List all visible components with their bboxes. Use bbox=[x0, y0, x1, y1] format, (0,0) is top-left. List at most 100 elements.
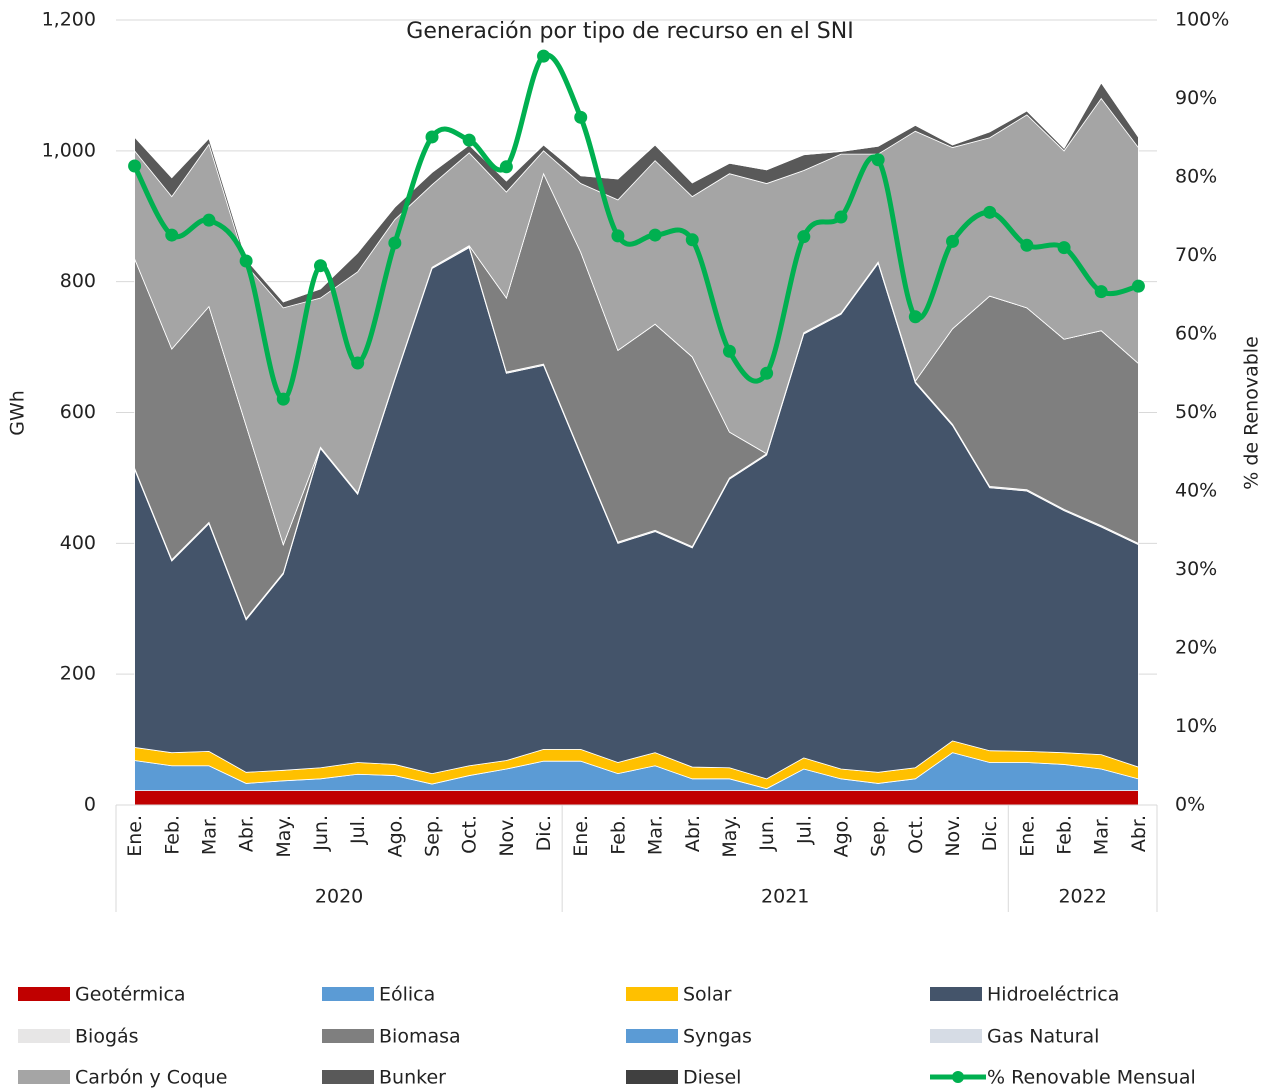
year-label: 2022 bbox=[1058, 886, 1106, 908]
y-tick-label: 1,200 bbox=[42, 9, 96, 31]
legend-label: % Renovable Mensual bbox=[987, 1067, 1196, 1089]
y2-tick-label: 20% bbox=[1175, 637, 1217, 659]
x-tick-label: Abr. bbox=[1128, 815, 1150, 852]
legend-swatch bbox=[18, 1070, 70, 1084]
x-tick-label: Jun. bbox=[310, 815, 332, 852]
line-point bbox=[313, 259, 327, 273]
line-point bbox=[760, 366, 774, 380]
area bbox=[134, 790, 1139, 806]
legend-swatch bbox=[322, 987, 374, 1001]
legend-label: Eólica bbox=[379, 984, 435, 1006]
x-tick-label: Nov. bbox=[942, 815, 964, 857]
x-tick-label: Mar. bbox=[645, 815, 667, 855]
y-tick-label: 600 bbox=[60, 401, 96, 423]
y2-tick-label: 70% bbox=[1175, 244, 1217, 266]
line-point bbox=[276, 392, 290, 406]
legend-swatch bbox=[626, 1070, 678, 1084]
x-tick-label: Ago. bbox=[384, 815, 406, 857]
legend-label: Diesel bbox=[683, 1067, 741, 1089]
x-tick-label: Dic. bbox=[533, 815, 555, 851]
legend-label: Hidroeléctrica bbox=[987, 984, 1119, 1006]
x-tick-label: Mar. bbox=[198, 815, 220, 855]
x-tick-label: Oct. bbox=[905, 815, 927, 854]
x-tick-label: Jul. bbox=[793, 815, 815, 845]
year-label: 2020 bbox=[315, 886, 363, 908]
y2-tick-label: 40% bbox=[1175, 480, 1217, 502]
x-tick-label: Jun. bbox=[756, 815, 778, 852]
x-tick-label: Sep. bbox=[422, 815, 444, 857]
areas bbox=[134, 81, 1139, 806]
y2-tick-label: 10% bbox=[1175, 715, 1217, 737]
y-tick-label: 1,000 bbox=[42, 139, 96, 161]
line-point bbox=[537, 49, 551, 63]
legend-label: Bunker bbox=[379, 1067, 446, 1089]
line-point bbox=[648, 228, 662, 242]
x-tick-label: Nov. bbox=[496, 815, 518, 857]
line-point bbox=[797, 230, 811, 244]
legend-swatch bbox=[626, 987, 678, 1001]
line-point bbox=[1057, 241, 1071, 255]
y2-tick-label: 90% bbox=[1175, 87, 1217, 109]
line-point bbox=[1094, 285, 1108, 299]
line-point bbox=[871, 153, 885, 167]
legend-swatch bbox=[18, 1029, 70, 1043]
x-tick-label: Abr. bbox=[236, 815, 258, 852]
line-point bbox=[1020, 238, 1034, 252]
legend-swatch bbox=[18, 987, 70, 1001]
line-point bbox=[983, 205, 997, 219]
y-tick-label: 0 bbox=[84, 794, 96, 816]
x-tick-label: Oct. bbox=[459, 815, 481, 854]
chart-title: Generación por tipo de recurso en el SNI bbox=[406, 19, 853, 44]
y2-tick-label: 60% bbox=[1175, 323, 1217, 345]
y-axis-title: GWh bbox=[7, 390, 29, 436]
y2-tick-label: 100% bbox=[1175, 9, 1229, 31]
legend-label: Biomasa bbox=[379, 1026, 461, 1048]
line-point bbox=[462, 133, 476, 147]
legend-label: Carbón y Coque bbox=[75, 1067, 227, 1089]
x-tick-label: Sep. bbox=[868, 815, 890, 857]
legend-swatch bbox=[626, 1029, 678, 1043]
line-point bbox=[722, 344, 736, 358]
line-point bbox=[425, 130, 439, 144]
y-tick-label: 800 bbox=[60, 270, 96, 292]
y-tick-label: 400 bbox=[60, 532, 96, 554]
x-tick-label: Ene. bbox=[570, 815, 592, 857]
legend-label: Gas Natural bbox=[987, 1026, 1099, 1048]
legend-swatch bbox=[930, 1029, 982, 1043]
line-point bbox=[499, 160, 513, 174]
line-point bbox=[128, 159, 142, 173]
x-tick-label: Dic. bbox=[979, 815, 1001, 851]
x-tick-label: May. bbox=[719, 815, 741, 858]
legend-swatch bbox=[322, 1029, 374, 1043]
line-point bbox=[351, 356, 365, 370]
legend-swatch bbox=[952, 1071, 964, 1083]
line-point bbox=[574, 110, 588, 124]
line-point bbox=[388, 236, 402, 250]
legend-label: Solar bbox=[683, 984, 732, 1006]
y2-tick-label: 0% bbox=[1175, 794, 1205, 816]
x-tick-label: Feb. bbox=[161, 815, 183, 855]
x-tick-label: Feb. bbox=[1054, 815, 1076, 855]
x-tick-label: Ene. bbox=[124, 815, 146, 857]
line-point bbox=[1131, 279, 1145, 293]
line-point bbox=[908, 310, 922, 324]
legend-label: Geotérmica bbox=[75, 984, 186, 1006]
line-point bbox=[685, 233, 699, 247]
x-tick-label: Abr. bbox=[682, 815, 704, 852]
y-tick-label: 200 bbox=[60, 663, 96, 685]
x-tick-label: Ago. bbox=[830, 815, 852, 857]
legend-swatch bbox=[930, 987, 982, 1001]
line-point bbox=[239, 254, 253, 268]
y2-tick-label: 50% bbox=[1175, 401, 1217, 423]
line-point bbox=[834, 210, 848, 224]
legend-label: Syngas bbox=[683, 1026, 752, 1048]
legend-swatch bbox=[322, 1070, 374, 1084]
line-point bbox=[611, 229, 625, 243]
line-point bbox=[165, 228, 179, 242]
x-tick-label: Mar. bbox=[1091, 815, 1113, 855]
y2-tick-label: 80% bbox=[1175, 166, 1217, 188]
year-label: 2021 bbox=[761, 886, 809, 908]
legend-label: Biogás bbox=[75, 1026, 139, 1048]
x-tick-label: Feb. bbox=[607, 815, 629, 855]
